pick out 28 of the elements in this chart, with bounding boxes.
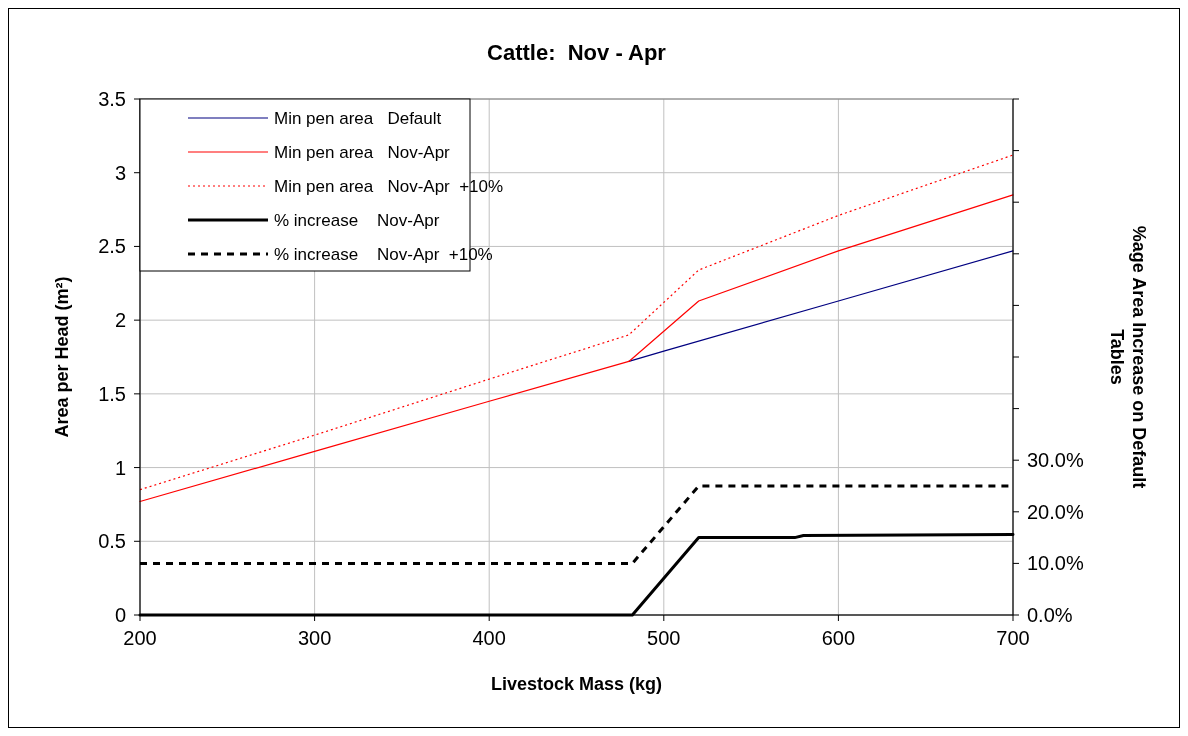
x-tick-label: 400 xyxy=(472,627,506,649)
x-tick-label: 200 xyxy=(123,627,157,649)
x-tick-label: 500 xyxy=(647,627,681,649)
y-axis-title: Area per Head (m²) xyxy=(52,276,72,438)
legend-label: % increase Nov-Apr xyxy=(274,211,440,230)
legend-label: % increase Nov-Apr +10% xyxy=(274,245,493,264)
y-tick-label: 2 xyxy=(114,309,126,332)
y-tick-label: 0 xyxy=(114,604,126,626)
y2-axis-title: %age Area Increase on Default Tables xyxy=(1107,225,1149,489)
chart-title: Cattle: Nov - Apr xyxy=(487,40,667,65)
y2-tick-label: 10.0% xyxy=(1027,552,1084,575)
y-tick-label: 3 xyxy=(114,161,126,184)
line-series xyxy=(628,250,1014,363)
y-tick-label: 1 xyxy=(114,456,126,479)
y-tick-label: 3.5 xyxy=(98,88,126,110)
x-tick-label: 300 xyxy=(297,627,332,649)
y2-tick-label: 20.0% xyxy=(1027,500,1084,523)
y2-tick-label: 30.0% xyxy=(1027,449,1084,472)
legend-label: Min pen area Nov-Apr xyxy=(274,143,451,162)
x-tick-label: 700 xyxy=(996,627,1030,649)
y2-tick-label: 0.0% xyxy=(1027,604,1073,626)
y-tick-label: 1.5 xyxy=(98,382,126,405)
x-axis-title: Livestock Mass (kg) xyxy=(490,674,663,694)
legend-label: Min pen area Default xyxy=(274,109,442,128)
x-tick-label: 600 xyxy=(821,627,856,649)
y-tick-label: 0.5 xyxy=(98,530,126,553)
legend-label: Min pen area Nov-Apr +10% xyxy=(274,177,504,196)
y-tick-label: 2.5 xyxy=(98,235,126,258)
